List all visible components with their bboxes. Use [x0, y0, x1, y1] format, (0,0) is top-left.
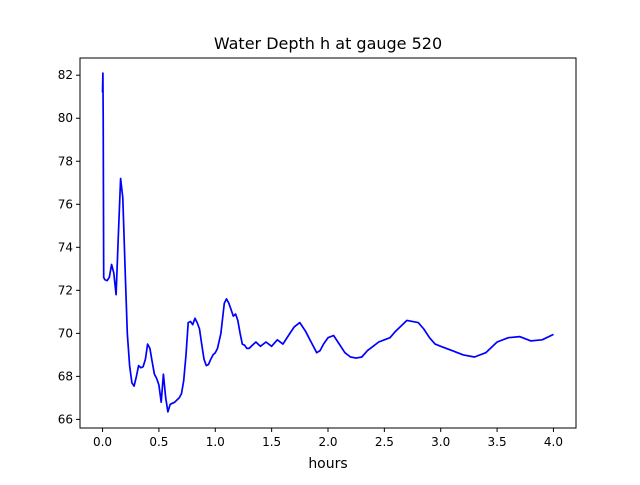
y-tick-label: 74: [58, 240, 73, 254]
x-tick-label: 3.0: [431, 435, 450, 449]
x-tick-label: 2.0: [318, 435, 337, 449]
x-tick-label: 0.0: [93, 435, 112, 449]
y-tick-label: 76: [58, 197, 73, 211]
y-axis-ticks: 66 68 70 72 74 76 78 80 82: [58, 68, 80, 426]
x-tick-label: 3.5: [488, 435, 507, 449]
y-tick-label: 80: [58, 111, 73, 125]
x-tick-label: 2.5: [375, 435, 394, 449]
x-tick-label: 0.5: [149, 435, 168, 449]
x-tick-label: 4.0: [544, 435, 563, 449]
y-tick-label: 82: [58, 68, 73, 82]
x-axis-label: hours: [308, 456, 347, 472]
series-line: [101, 72, 554, 413]
x-axis-ticks: 0.0 0.5 1.0 1.5 2.0 2.5 3.0 3.5 4.0: [93, 428, 563, 449]
y-tick-label: 70: [58, 326, 73, 340]
x-tick-label: 1.0: [206, 435, 225, 449]
y-tick-label: 68: [58, 369, 73, 383]
y-tick-label: 66: [58, 412, 73, 426]
y-tick-label: 72: [58, 283, 73, 297]
x-tick-label: 1.5: [262, 435, 281, 449]
y-tick-label: 78: [58, 154, 73, 168]
chart-title: Water Depth h at gauge 520: [214, 34, 442, 53]
